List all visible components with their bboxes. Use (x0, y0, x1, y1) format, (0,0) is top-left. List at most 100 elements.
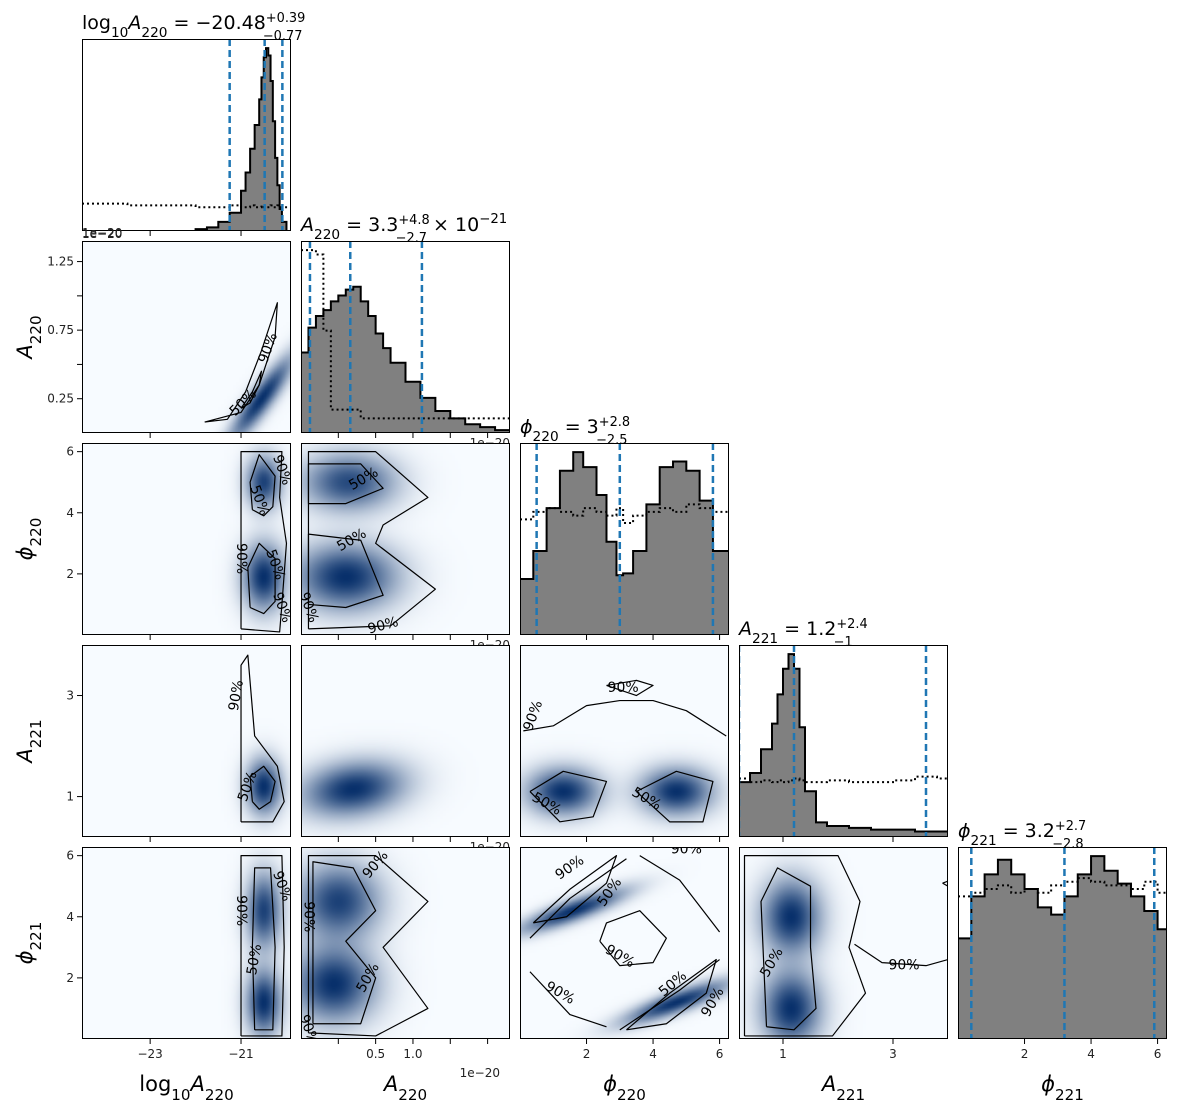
contour-label: 90% (608, 680, 639, 696)
contour-label: 90% (366, 614, 400, 638)
marginal-panel-log10A220: log10A220 = −20.48+0.39 −0.77 1e−20 (82, 11, 305, 240)
y-axis-label: A220 (13, 315, 45, 360)
contour-50pct (312, 861, 377, 1025)
contour-90pct (307, 451, 436, 630)
contour-90pct (529, 971, 607, 1028)
contour-label: 90% (671, 842, 702, 858)
panel-frame (301, 241, 510, 433)
x-axis-label: ϕ220 (603, 1072, 646, 1104)
contour-50pct (532, 855, 618, 924)
y-tick-label: 1 (66, 790, 74, 804)
density-map (301, 443, 510, 635)
contour-label: 90% (233, 895, 249, 926)
contour-50pct (249, 765, 276, 810)
x-axis-label: ϕ221 (1041, 1072, 1084, 1104)
x-tick-label: 1 (779, 1047, 787, 1061)
contour-90pct (529, 858, 627, 939)
density-map (520, 847, 729, 1039)
panel-title: A220 = 3.3+4.8 −2.7 × 10−21 (299, 212, 507, 246)
panel-frame (301, 443, 510, 635)
contour-label: 90% (226, 679, 247, 712)
density-map (82, 847, 291, 1039)
density-map (301, 847, 510, 1039)
contour-50pct (760, 867, 817, 1031)
posterior-histogram (958, 855, 1167, 1039)
posterior-histogram (301, 285, 510, 433)
contour-90pct (599, 910, 667, 967)
panel-frame (82, 847, 291, 1039)
contour-50pct (307, 533, 384, 609)
panel-frame (739, 645, 948, 837)
x-offset-label: 1e−20 (460, 1066, 500, 1080)
contour-50pct (307, 463, 384, 505)
contour-90pct (523, 699, 727, 737)
x-tick-label: 0.5 (366, 1047, 385, 1061)
x-tick-label: 2 (583, 1047, 591, 1061)
contour-50pct (626, 958, 717, 1031)
contour-90pct (240, 855, 285, 1037)
contour-90pct (606, 679, 654, 697)
x-tick-label: 6 (716, 1047, 724, 1061)
x-offset-label: 1e−20 (82, 226, 122, 240)
x-tick-label: 3 (889, 1047, 897, 1061)
x-axis-label: log10A220 (139, 1072, 233, 1104)
prior-histogram (82, 202, 291, 209)
joint-panel-A220-A221: 1e−20 (301, 645, 510, 854)
panel-frame (301, 645, 510, 837)
x-tick-label: −21 (228, 1047, 253, 1061)
y-tick-label: 4 (66, 910, 74, 924)
contour-90pct (942, 880, 948, 887)
contour-90pct (204, 302, 278, 423)
contour-50pct (240, 370, 263, 409)
marginal-panel-A221: A221 = 1.2+2.4 −1 (737, 617, 948, 842)
joint-panel-phi220-A221: 90%90%50% 50% (520, 645, 729, 842)
contour-50pct (529, 770, 608, 823)
contour-90pct (307, 855, 429, 1037)
panel-frame (82, 241, 291, 433)
panel-title: ϕ220 = 3+2.8 −2.5 (520, 415, 630, 449)
contour-90pct (240, 654, 285, 823)
panel-frame (82, 443, 291, 635)
prior-histogram (301, 249, 510, 420)
joint-panel-A220-phi220: 50%50%90%90%1e−20 (301, 443, 510, 652)
panel-frame (82, 645, 291, 837)
panel-frame (301, 847, 510, 1039)
panel-frame (82, 39, 291, 231)
panel-title: ϕ221 = 3.2+2.7 −2.8 (958, 819, 1086, 853)
contour-label: 50% (244, 943, 265, 976)
y-axis-label: A221 (13, 719, 45, 764)
y-offset-label: 1e−20 (82, 227, 122, 241)
contour-90pct (619, 959, 720, 1031)
x-tick-label: 6 (1154, 1047, 1162, 1061)
contour-label: 90% (888, 958, 919, 974)
marginal-panel-A220: A220 = 3.3+4.8−2.7 × 10−211e−20 (299, 212, 510, 450)
y-tick-label: 2 (66, 971, 74, 985)
y-tick-label: 6 (66, 849, 74, 863)
panel-frame (520, 443, 729, 635)
y-tick-label: 0.25 (47, 392, 74, 406)
contour-50pct (636, 770, 714, 823)
posterior-histogram (82, 47, 291, 231)
panel-title: log10A220 = −20.48+0.39 −0.77 (82, 11, 305, 45)
y-axis-label: ϕ221 (13, 922, 45, 965)
x-axis-label: A220 (382, 1072, 427, 1104)
x-tick-label: 1.0 (403, 1047, 422, 1061)
y-tick-label: 0.75 (47, 323, 74, 337)
contour-90pct (743, 855, 867, 1037)
y-tick-label: 3 (66, 689, 74, 703)
marginal-panel-phi220: ϕ220 = 3+2.8 −2.5 (520, 415, 729, 640)
y-tick-label: 2 (66, 567, 74, 581)
y-tick-label: 4 (66, 506, 74, 520)
posterior-histogram (520, 451, 729, 635)
y-axis-label: ϕ220 (13, 518, 45, 561)
x-tick-label: 2 (1021, 1047, 1029, 1061)
contour-90pct (639, 855, 721, 933)
contour-50pct (249, 454, 276, 517)
prior-histogram (739, 775, 948, 784)
